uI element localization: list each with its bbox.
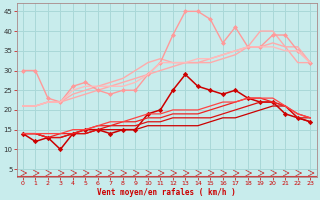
X-axis label: Vent moyen/en rafales ( km/h ): Vent moyen/en rafales ( km/h ) — [97, 188, 236, 197]
